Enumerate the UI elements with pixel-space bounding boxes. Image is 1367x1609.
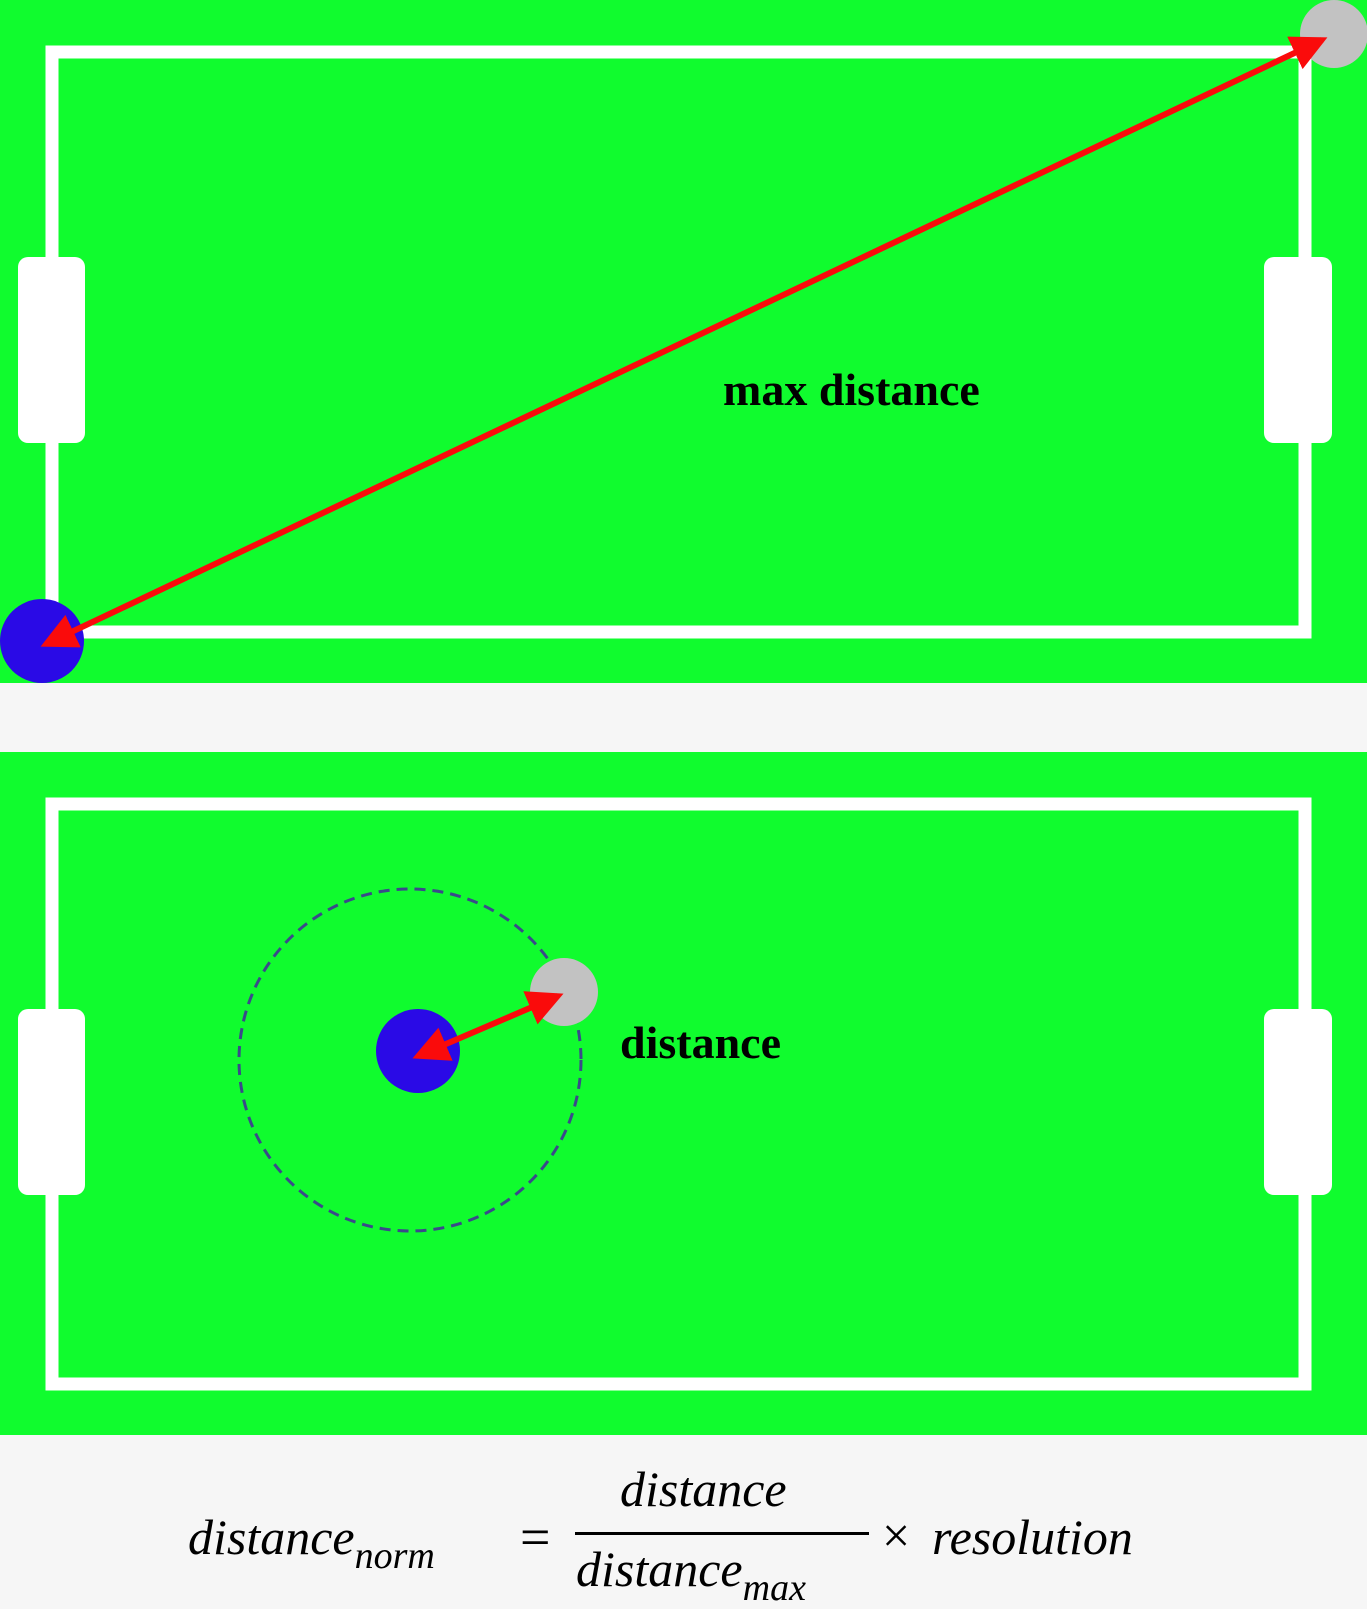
ball [530,958,598,1026]
formula-numerator: distance [620,1461,787,1517]
formula-denominator: distancemax [576,1540,806,1609]
formula-lhs: distancenorm [188,1508,435,1577]
ball [1300,0,1367,68]
formula-lhs-base: distance [188,1509,355,1565]
field-background [0,752,1367,1435]
distance-radius-circle [237,887,583,1233]
max-distance-label: max distance [723,364,980,415]
formula-times: × [882,1507,911,1563]
normalization-formula: distancenorm = distance distancemax × re… [0,1460,1367,1609]
formula-denominator-base: distance [576,1541,743,1597]
max-distance-arrow [40,36,1328,648]
distance-panel: distance [0,752,1367,1435]
max-distance-field-svg: max distance [0,0,1367,683]
formula-lhs-subscript: norm [354,1535,435,1577]
robot [376,1009,460,1093]
formula-resolution: resolution [932,1509,1133,1565]
distance-label: distance [620,1017,781,1068]
formula-fraction-bar [575,1532,869,1535]
distance-arrow [412,991,564,1061]
formula-denominator-subscript: max [742,1567,806,1609]
left-goal [18,1009,85,1195]
formula-equals: = [520,1507,551,1567]
right-goal [1264,257,1332,443]
right-goal [1264,1009,1332,1195]
distance-field-svg: distance [0,752,1367,1435]
robot [0,599,84,683]
max-distance-panel: max distance [0,0,1367,683]
left-goal [18,257,85,443]
